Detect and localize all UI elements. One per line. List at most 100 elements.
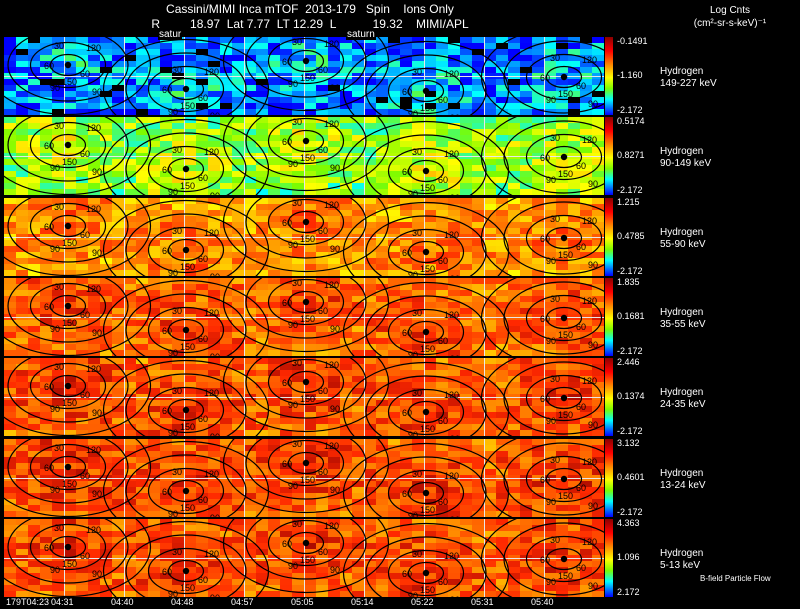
contour-label: 60: [198, 575, 208, 585]
contour-label: 90: [92, 167, 102, 177]
contour-label: 120: [86, 123, 101, 133]
field-direction-marker: [560, 73, 568, 81]
contour-label: 30: [54, 443, 64, 453]
contour-label: 150: [300, 394, 315, 404]
contour-label: 60: [540, 153, 550, 163]
contour-label: 30: [550, 133, 560, 143]
contour-label: 150: [420, 505, 435, 515]
contour-label: 90: [92, 87, 102, 97]
contour-label: 60: [576, 483, 586, 493]
contour-label: 60: [540, 555, 550, 565]
colorbar-mid-label: 0.1681: [617, 310, 645, 321]
contour-label: 150: [62, 238, 77, 248]
colorbar-mid-label: 0.1374: [617, 391, 645, 402]
contour-label: 30: [54, 202, 64, 212]
time-tick-label: 04:57: [231, 597, 254, 607]
contour-label: 90: [588, 501, 598, 511]
contour-label: 90: [408, 350, 418, 356]
field-direction-marker: [182, 326, 190, 334]
contour-label: 150: [62, 398, 77, 408]
contour-label: 60: [80, 69, 90, 79]
species-label: Hydrogen 13-24 keV: [660, 468, 706, 492]
contour-label: 150: [300, 555, 315, 565]
contour-label: 60: [80, 471, 90, 481]
colorbar-min-label: -2.172: [617, 426, 643, 437]
contour-label: 60: [576, 402, 586, 412]
contour-labels: 3060901201506090306090120150609030609012…: [44, 37, 598, 115]
contour-label: 30: [412, 308, 422, 318]
time-tick-label: 04:40: [111, 597, 134, 607]
energy-range: 35-55 keV: [660, 318, 706, 330]
contour-label: 60: [44, 141, 54, 151]
colorbar-mid-label: 0.4785: [617, 230, 645, 241]
field-direction-marker: [422, 328, 430, 336]
contour-label: 60: [282, 378, 292, 388]
contour-labels: 3060901201506090306090120150609030609012…: [44, 439, 598, 517]
contour-label: 90: [408, 189, 418, 195]
contour-label: 120: [582, 376, 597, 386]
spectrogram-panel: 3060901201506090306090120150609030609012…: [4, 117, 604, 196]
spectrogram-panel: 3060901201506090306090120150609030609012…: [4, 197, 604, 276]
spectrogram-panel: 3060901201506090306090120150609030609012…: [4, 277, 604, 356]
contour-label: 60: [282, 539, 292, 549]
contour-label: 90: [330, 244, 340, 254]
contour-label: 90: [546, 256, 556, 266]
contour-label: 60: [318, 547, 328, 557]
contour-label: 60: [80, 230, 90, 240]
contour-label: 30: [54, 523, 64, 533]
contour-label: 90: [330, 163, 340, 173]
contour-label: 90: [288, 240, 298, 250]
contour-label: 120: [86, 525, 101, 535]
contour-label: 30: [550, 535, 560, 545]
spectrogram-panel: 3060901201506090306090120150609030609012…: [4, 37, 604, 115]
colorbar-mid-label: 0.4601: [617, 471, 645, 482]
contour-label: 60: [44, 302, 54, 312]
field-direction-marker: [64, 142, 72, 149]
field-direction-marker: [182, 487, 190, 494]
colorbar-max-label: 1.215: [617, 196, 640, 207]
contour-label: 90: [288, 561, 298, 571]
contour-label: 120: [444, 390, 459, 400]
contour-label: 90: [92, 569, 102, 579]
contour-label: 120: [324, 280, 339, 290]
contour-label: 90: [288, 320, 298, 330]
contour-label: 90: [50, 565, 60, 575]
contour-label: 90: [408, 430, 418, 436]
spectrogram-plot: 3060901201506090306090120150609030609012…: [4, 37, 604, 115]
colorbar-min-label: -2.172: [617, 265, 643, 276]
contour-label: 30: [412, 549, 422, 559]
contour-label: 90: [546, 577, 556, 587]
contour-label: 150: [180, 503, 195, 513]
orbit-info: R 18.97 Lat 7.77 LT 12.29 L 19.32 MIMI/A…: [151, 17, 469, 31]
contour-label: 150: [62, 479, 77, 489]
field-direction-marker: [560, 555, 568, 562]
contour-label: 60: [402, 87, 412, 97]
contour-label: 60: [438, 175, 448, 185]
field-direction-marker: [422, 569, 430, 576]
contour-label: 60: [438, 256, 448, 266]
contour-label: 60: [318, 386, 328, 396]
field-direction-marker: [64, 222, 72, 229]
time-tick-label: 05:22: [411, 597, 434, 607]
contour-label: 60: [282, 137, 292, 147]
contour-label: 120: [86, 284, 101, 294]
contour-label: 150: [180, 422, 195, 432]
contour-label: 90: [450, 515, 460, 517]
species-label: Hydrogen 5-13 keV: [660, 548, 703, 572]
contour-label: 90: [588, 340, 598, 350]
colorbar: [605, 117, 613, 196]
contour-label: 90: [408, 109, 418, 115]
contour-label: 60: [402, 167, 412, 177]
contour-label: 30: [172, 547, 182, 557]
contour-label: 90: [546, 175, 556, 185]
contour-label: 60: [438, 577, 448, 587]
contour-label: 90: [408, 591, 418, 597]
colorbar: [605, 438, 613, 517]
time-tick-label: 05:14: [351, 597, 374, 607]
colorbar-max-label: 3.132: [617, 437, 640, 448]
contour-label: 30: [292, 519, 302, 529]
contour-label: 90: [450, 354, 460, 356]
contour-label: 120: [582, 216, 597, 226]
contour-label: 30: [172, 467, 182, 477]
contour-label: 30: [550, 374, 560, 384]
